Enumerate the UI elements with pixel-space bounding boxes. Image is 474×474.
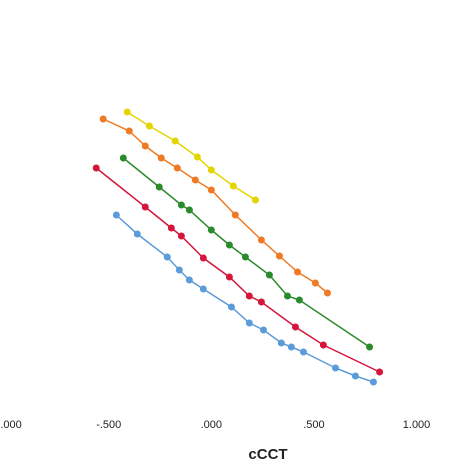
data-point (155, 183, 163, 191)
data-point (185, 276, 193, 284)
data-point (376, 368, 384, 376)
data-point (177, 232, 185, 240)
data-point (171, 137, 179, 145)
data-point (119, 154, 127, 162)
data-point (299, 348, 307, 356)
data-point (323, 289, 331, 297)
data-point (366, 343, 374, 351)
data-point (241, 253, 249, 261)
data-point (257, 298, 265, 306)
data-point (133, 230, 141, 238)
data-point (191, 176, 199, 184)
x-tick-label: .000 (201, 419, 222, 431)
data-point (207, 166, 215, 174)
data-point (291, 323, 299, 331)
data-point (141, 203, 149, 211)
data-point (167, 224, 175, 232)
data-point (125, 127, 133, 135)
data-point (369, 378, 377, 386)
data-point (295, 296, 303, 304)
data-point (311, 279, 319, 287)
data-point (99, 115, 107, 123)
data-point (225, 241, 233, 249)
data-point (275, 252, 283, 260)
x-axis-title: cCCT (248, 446, 287, 463)
data-point (193, 153, 201, 161)
data-point (277, 339, 285, 347)
x-tick-label: .500 (303, 419, 324, 431)
data-point (227, 303, 235, 311)
data-point (92, 164, 100, 172)
data-point (112, 211, 120, 219)
data-point (287, 343, 295, 351)
data-point (175, 266, 183, 274)
data-point (265, 271, 273, 279)
data-point (185, 206, 193, 214)
data-point (207, 186, 215, 194)
data-point (283, 292, 291, 300)
data-point (163, 253, 171, 261)
data-point (145, 122, 153, 130)
data-point (294, 268, 302, 276)
data-point (259, 326, 267, 334)
data-point (141, 142, 149, 150)
data-point (199, 254, 207, 262)
data-point (245, 319, 253, 327)
data-point (229, 182, 237, 190)
data-point (251, 196, 259, 204)
data-point (157, 154, 165, 162)
x-tick-label: -.500 (96, 419, 121, 431)
series-line (95, 167, 380, 373)
data-point (225, 273, 233, 281)
data-point (245, 292, 253, 300)
data-point (231, 211, 239, 219)
data-point (351, 372, 359, 380)
data-point (207, 226, 215, 234)
data-point (257, 236, 265, 244)
data-point (199, 285, 207, 293)
data-point (177, 201, 185, 209)
x-tick-label: 1.000 (403, 419, 431, 431)
data-point (331, 364, 339, 372)
data-point (123, 108, 131, 116)
data-point (319, 341, 327, 349)
data-point (173, 164, 181, 172)
series-line (115, 214, 374, 383)
x-tick-label: -1.000 (0, 419, 22, 431)
